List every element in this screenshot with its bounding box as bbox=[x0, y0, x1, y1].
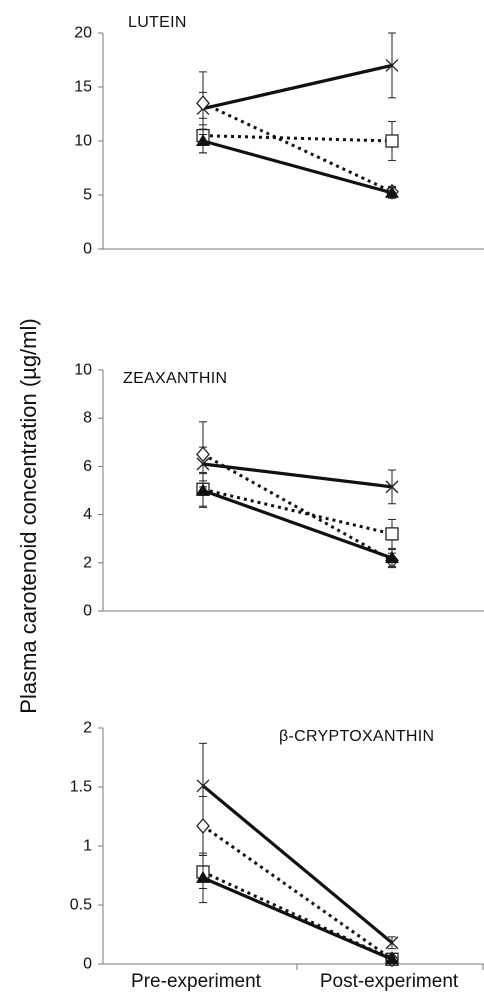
y-tick-label: 15 bbox=[74, 79, 92, 96]
y-tick-label: 0 bbox=[83, 956, 92, 973]
y-tick-label: 0.5 bbox=[70, 897, 92, 914]
series-line-diamond bbox=[202, 453, 393, 562]
series-line-triangle bbox=[202, 488, 393, 560]
data-point-diamond bbox=[196, 446, 210, 463]
series-line-cross bbox=[202, 63, 393, 111]
panel-zeaxanthin: ZEAXANTHIN 0 2 4 6 8 10 bbox=[74, 362, 484, 620]
data-point-triangle bbox=[196, 870, 210, 883]
data-point-square bbox=[385, 134, 399, 148]
series-line-square bbox=[202, 487, 393, 536]
data-point-cross bbox=[385, 480, 399, 494]
x-category-label-pre: Pre-experiment bbox=[131, 971, 262, 992]
panel-title-lutein: LUTEIN bbox=[128, 14, 187, 31]
x-category-label-post: Post-experiment bbox=[320, 971, 459, 992]
data-point-diamond bbox=[196, 817, 210, 834]
series-line-triangle bbox=[202, 876, 393, 961]
y-tick-label: 10 bbox=[74, 133, 92, 150]
y-tick-label: 10 bbox=[74, 362, 92, 379]
y-tick-label: 6 bbox=[83, 458, 92, 475]
series-line-triangle bbox=[202, 139, 393, 195]
y-tick-label: 20 bbox=[74, 25, 92, 42]
y-tick-label: 5 bbox=[83, 187, 92, 204]
series-line-diamond bbox=[202, 824, 393, 961]
y-tick-label: 0 bbox=[83, 603, 92, 620]
panel-title-beta-cryptoxanthin: β-CRYPTOXANTHIN bbox=[279, 728, 434, 745]
panel-beta-cryptoxanthin: β-CRYPTOXANTHIN 0 0.5 1 1.5 2 bbox=[70, 720, 484, 973]
y-tick-label: 0 bbox=[83, 241, 92, 258]
series-line-cross bbox=[201, 784, 394, 944]
series-line-cross bbox=[202, 462, 393, 489]
y-tick-label: 2 bbox=[83, 720, 92, 737]
y-tick-label: 1 bbox=[83, 838, 92, 855]
data-point-cross bbox=[385, 58, 399, 72]
data-point-triangle bbox=[385, 952, 399, 965]
panel-title-zeaxanthin: ZEAXANTHIN bbox=[123, 370, 227, 387]
series-line-square bbox=[202, 134, 393, 143]
data-point-square bbox=[385, 527, 399, 541]
y-tick-label: 2 bbox=[83, 554, 92, 571]
y-tick-label: 8 bbox=[83, 410, 92, 427]
data-point-cross bbox=[196, 779, 210, 793]
y-tick-label: 4 bbox=[83, 506, 92, 523]
y-tick-label: 1.5 bbox=[70, 779, 92, 796]
data-point-triangle bbox=[385, 550, 399, 563]
panel-lutein: LUTEIN 0 5 10 15 20 bbox=[74, 14, 484, 258]
data-point-triangle bbox=[196, 134, 210, 146]
data-point-cross bbox=[385, 936, 399, 950]
data-point-diamond bbox=[196, 95, 210, 112]
y-axis-title: Plasma carotenoid concentration (µg/ml) bbox=[16, 318, 41, 713]
data-point-triangle bbox=[196, 483, 210, 496]
data-point-triangle bbox=[385, 185, 399, 198]
